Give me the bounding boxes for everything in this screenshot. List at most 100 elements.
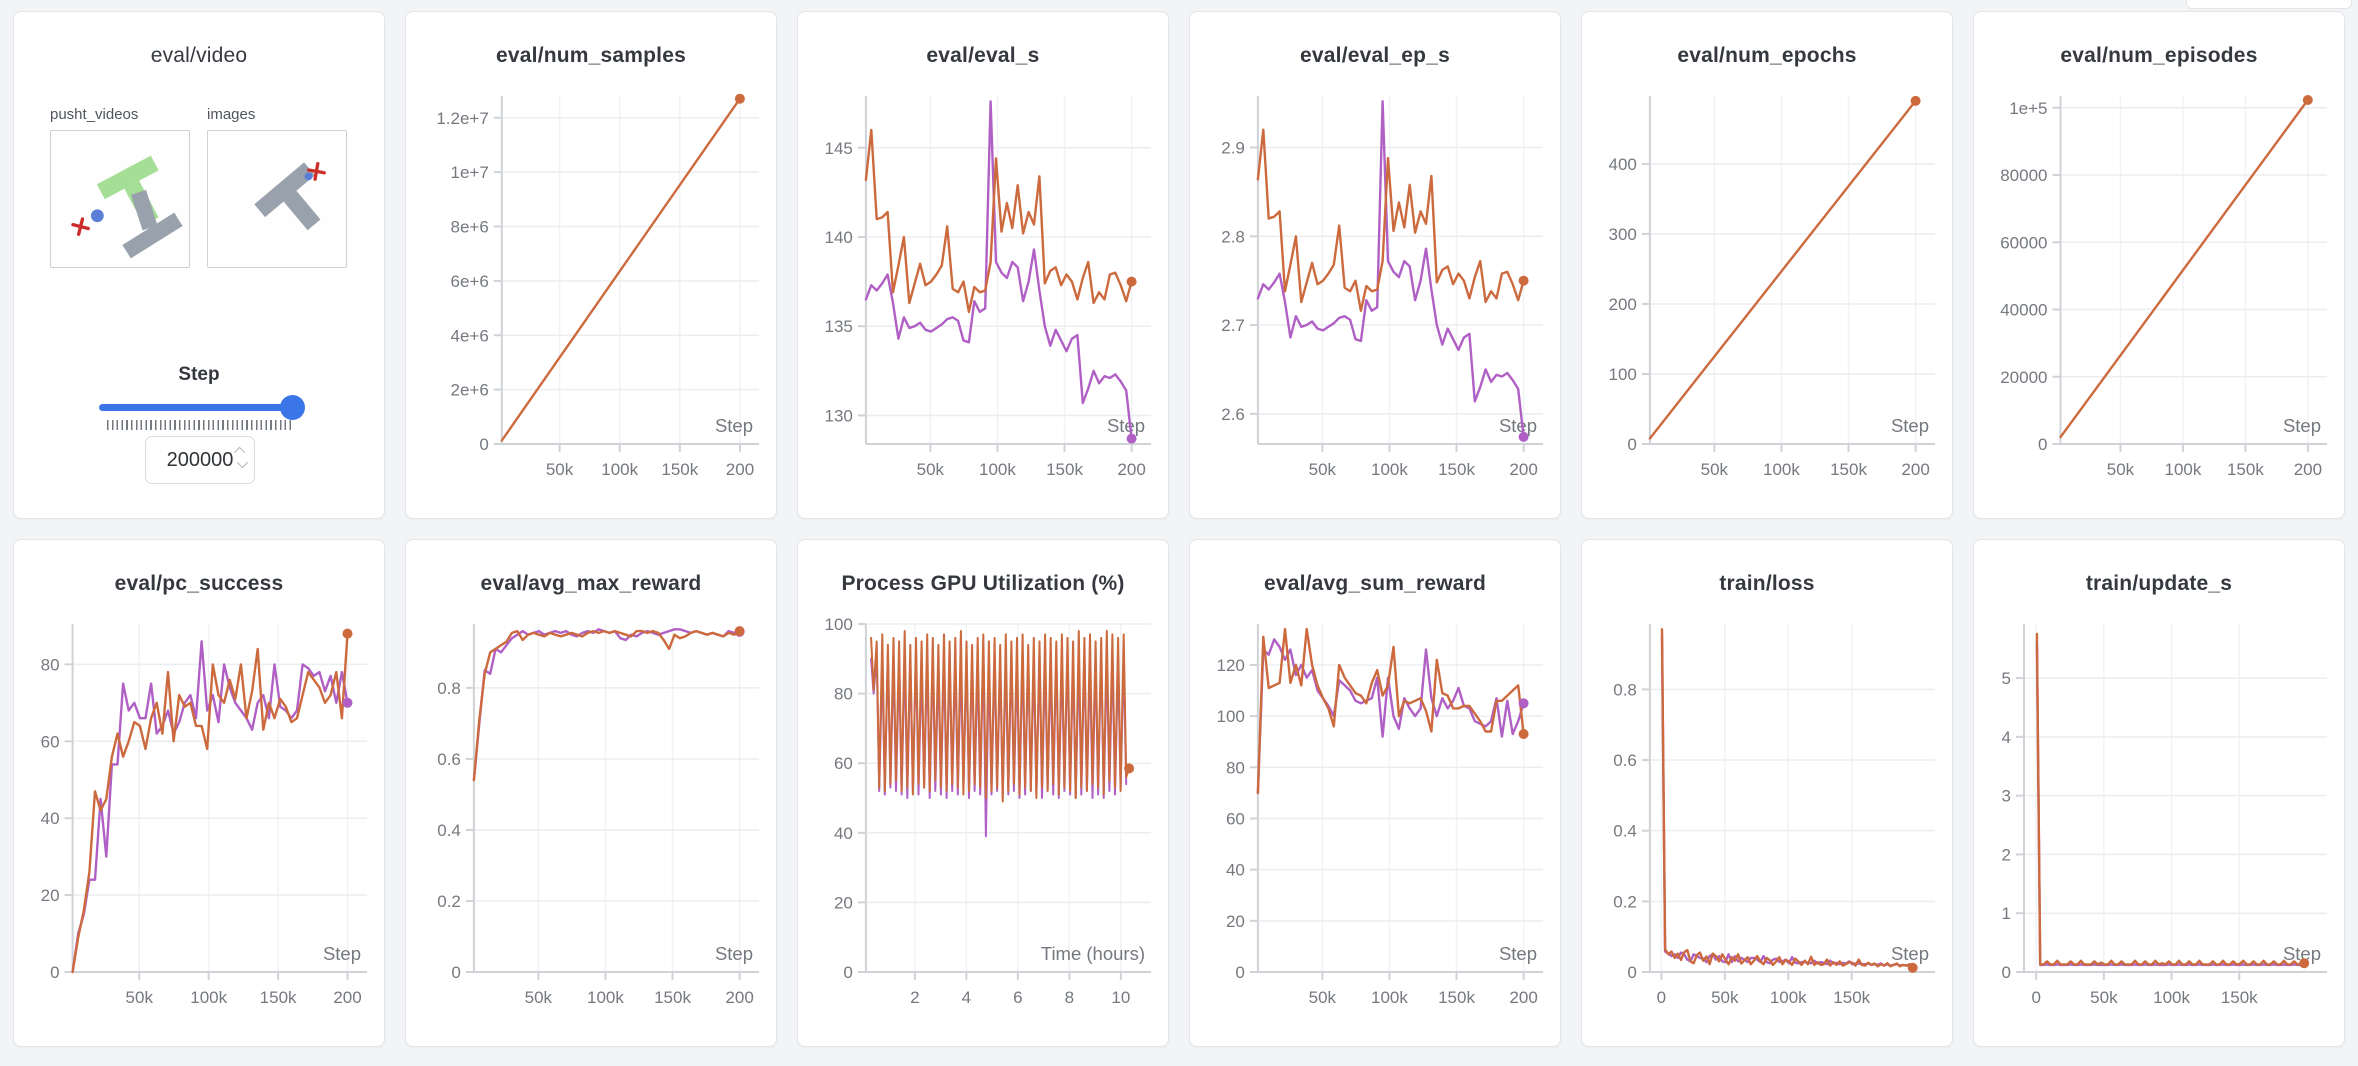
svg-text:0.6: 0.6 xyxy=(1613,751,1637,770)
target-cross-icon xyxy=(306,161,326,181)
svg-text:1.2e+7: 1.2e+7 xyxy=(436,109,488,128)
step-slider-thumb[interactable] xyxy=(280,395,305,420)
svg-text:200: 200 xyxy=(2294,460,2322,479)
step-slider-track[interactable] xyxy=(99,395,305,420)
chart-canvas[interactable]: 0 2e+6 4e+6 6e+6 8e+6 1e+7 1.2e+7 50k 100k 150k 20… xyxy=(406,72,777,518)
svg-text:0.8: 0.8 xyxy=(437,679,461,698)
chart-canvas[interactable]: 0 20 40 60 80 100 120 50k 100k 150k 200 Step xyxy=(1190,600,1561,1046)
svg-text:40000: 40000 xyxy=(2000,301,2047,320)
svg-text:6: 6 xyxy=(1013,988,1022,1007)
chart-panel: eval/eval_s 130 135 140 145 50k 100k 150k 200 St… xyxy=(797,11,1169,519)
x-tick-labels: 2 4 6 8 10 xyxy=(910,988,1130,1007)
series-orange-end-dot xyxy=(734,93,745,104)
svg-text:150k: 150k xyxy=(2221,988,2258,1007)
chart-canvas[interactable]: 0 20 40 60 80 50k 100k 150k 200 Step xyxy=(14,600,385,1046)
svg-text:150k: 150k xyxy=(1833,988,1870,1007)
svg-text:60: 60 xyxy=(834,754,853,773)
series-orange-end-dot xyxy=(342,628,353,639)
svg-text:100k: 100k xyxy=(979,460,1016,479)
svg-text:8: 8 xyxy=(1065,988,1074,1007)
series-purple-end-dot xyxy=(342,697,353,708)
chart-canvas[interactable]: 0 20000 40000 60000 80000 1e+5 50k 100k 150k 200 S… xyxy=(1974,72,2345,518)
series-orange-end-dot xyxy=(2302,95,2313,105)
axes xyxy=(1249,624,1543,980)
y-tick-labels: 130 135 140 145 xyxy=(825,139,853,426)
svg-text:6e+6: 6e+6 xyxy=(451,272,489,291)
svg-text:145: 145 xyxy=(825,139,853,158)
series-purple-line xyxy=(2035,641,2306,967)
chart-canvas[interactable]: 130 135 140 145 50k 100k 150k 200 Step xyxy=(798,72,1169,518)
svg-text:80: 80 xyxy=(834,685,853,704)
chart-canvas[interactable]: 0 100 200 300 400 50k 100k 150k 200 Step xyxy=(1582,72,1953,518)
step-spinner[interactable] xyxy=(233,446,249,469)
y-tick-labels: 0 1 2 3 4 5 xyxy=(2002,669,2011,982)
svg-text:2.6: 2.6 xyxy=(1221,405,1245,424)
series-orange-line xyxy=(2059,98,2309,439)
svg-text:1e+7: 1e+7 xyxy=(451,163,489,182)
chart-canvas[interactable]: 0 0.2 0.4 0.6 0.8 0 50k 100k 150k Step xyxy=(1582,600,1953,1046)
svg-text:60: 60 xyxy=(1226,809,1245,828)
svg-text:100k: 100k xyxy=(1770,988,1807,1007)
svg-text:100k: 100k xyxy=(1763,460,1800,479)
chart-canvas[interactable]: 0 0.2 0.4 0.6 0.8 50k 100k 150k 200 Step xyxy=(406,600,777,1046)
svg-text:50k: 50k xyxy=(2090,988,2118,1007)
axes xyxy=(493,96,759,452)
chart-title: eval/num_samples xyxy=(496,44,686,67)
x-axis-label: Step xyxy=(2283,943,2321,964)
gridlines xyxy=(501,96,759,445)
x-tick-labels: 50k 100k 150k 200 xyxy=(1309,988,1538,1007)
spinner-down-icon[interactable] xyxy=(236,456,249,469)
svg-text:0: 0 xyxy=(2031,988,2040,1007)
svg-text:40: 40 xyxy=(834,824,853,843)
series-orange-end-dot xyxy=(1126,276,1137,287)
svg-text:200: 200 xyxy=(333,988,361,1007)
svg-text:5: 5 xyxy=(2002,669,2011,688)
x-tick-labels: 50k 100k 150k 200 xyxy=(525,988,754,1007)
svg-text:100k: 100k xyxy=(2153,988,2190,1007)
svg-text:4e+6: 4e+6 xyxy=(451,326,489,345)
images-thumbnail[interactable] xyxy=(207,130,347,268)
series-orange-line xyxy=(2035,632,2306,966)
chart-canvas[interactable]: 2.6 2.7 2.8 2.9 50k 100k 150k 200 Step xyxy=(1190,72,1561,518)
x-axis-label: Time (hours) xyxy=(1041,943,1145,964)
y-tick-labels: 0 100 200 300 400 xyxy=(1609,155,1637,454)
series-purple-line xyxy=(864,100,1133,440)
pusht-block-t xyxy=(254,162,321,231)
svg-text:100k: 100k xyxy=(1371,988,1408,1007)
pusht-block-t xyxy=(122,189,183,259)
svg-text:0.4: 0.4 xyxy=(1613,822,1637,841)
chart-panel: eval/avg_sum_reward 0 20 40 60 80 100 120 50k 10… xyxy=(1189,539,1561,1047)
panel-eval-video: eval/video pusht_videos images xyxy=(13,11,385,519)
svg-text:2.9: 2.9 xyxy=(1221,138,1245,157)
svg-text:0: 0 xyxy=(2038,435,2047,454)
svg-text:2e+6: 2e+6 xyxy=(451,381,489,400)
y-tick-labels: 2.6 2.7 2.8 2.9 xyxy=(1221,138,1245,423)
step-slider-ticks xyxy=(107,420,293,430)
chart-title: eval/pc_success xyxy=(114,572,284,595)
chart-panel: train/loss 0 0.2 0.4 0.6 0.8 0 50k 100k 150k Step xyxy=(1581,539,1953,1047)
target-cross-icon xyxy=(71,217,90,236)
svg-text:4: 4 xyxy=(962,988,971,1007)
chart-canvas[interactable]: 0 20 40 60 80 100 2 4 6 8 10 Time (hours) xyxy=(798,600,1169,1046)
series-purple-end-dot xyxy=(1126,433,1137,444)
svg-text:120: 120 xyxy=(1217,656,1245,675)
svg-text:1: 1 xyxy=(2002,904,2011,923)
svg-text:4: 4 xyxy=(2002,728,2011,747)
series-purple-end-dot xyxy=(1518,431,1529,442)
x-axis-label: Step xyxy=(1499,943,1537,964)
gridlines xyxy=(1257,96,1543,444)
svg-text:400: 400 xyxy=(1609,155,1637,174)
chart-canvas[interactable]: 0 1 2 3 4 5 0 50k 100k 150k Step xyxy=(1974,600,2345,1046)
series-orange-line xyxy=(870,630,1131,803)
svg-text:20: 20 xyxy=(1226,912,1245,931)
svg-text:0: 0 xyxy=(479,435,488,454)
chart-panel: eval/eval_ep_s 2.6 2.7 2.8 2.9 50k 100k 150k 20… xyxy=(1189,11,1561,519)
chart-title: eval/eval_s xyxy=(926,44,1040,67)
svg-text:200: 200 xyxy=(1117,460,1145,479)
pusht-video-thumbnail[interactable] xyxy=(50,130,190,268)
svg-text:0.6: 0.6 xyxy=(437,750,461,769)
step-input[interactable] xyxy=(160,448,240,472)
axes xyxy=(64,624,367,980)
svg-text:150k: 150k xyxy=(2227,460,2264,479)
